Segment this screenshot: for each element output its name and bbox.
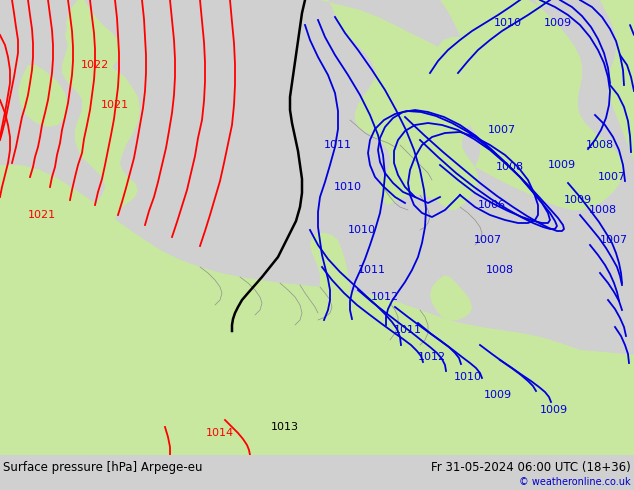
Text: 1008: 1008 — [586, 140, 614, 150]
Text: 1014: 1014 — [206, 428, 234, 438]
Polygon shape — [350, 335, 364, 351]
Text: 1011: 1011 — [394, 325, 422, 335]
Polygon shape — [500, 107, 558, 147]
Text: Surface pressure [hPa] Arpege-eu: Surface pressure [hPa] Arpege-eu — [3, 461, 203, 474]
Text: 1011: 1011 — [358, 265, 386, 275]
Text: 1010: 1010 — [494, 18, 522, 28]
Text: 1009: 1009 — [540, 405, 568, 415]
Text: 1009: 1009 — [548, 160, 576, 170]
Polygon shape — [65, 0, 120, 70]
Text: © weatheronline.co.uk: © weatheronline.co.uk — [519, 477, 631, 487]
Text: 1007: 1007 — [598, 172, 626, 182]
Text: 1010: 1010 — [454, 372, 482, 382]
Polygon shape — [320, 0, 478, 210]
Text: 1006: 1006 — [478, 200, 506, 210]
Polygon shape — [310, 233, 350, 343]
Text: 1009: 1009 — [484, 390, 512, 400]
Text: 1009: 1009 — [564, 195, 592, 205]
Polygon shape — [437, 37, 490, 80]
Text: 1008: 1008 — [486, 265, 514, 275]
Polygon shape — [18, 65, 68, 127]
Polygon shape — [355, 310, 368, 327]
Polygon shape — [440, 0, 622, 210]
Text: 1010: 1010 — [348, 225, 376, 235]
Text: Fr 31-05-2024 06:00 UTC (18+36): Fr 31-05-2024 06:00 UTC (18+36) — [431, 461, 631, 474]
Polygon shape — [600, 0, 634, 160]
Polygon shape — [0, 165, 634, 455]
Polygon shape — [495, 0, 515, 13]
Text: 1022: 1022 — [81, 60, 109, 70]
Polygon shape — [0, 165, 634, 455]
Text: 1013: 1013 — [271, 422, 299, 432]
Text: 1021: 1021 — [28, 210, 56, 220]
Text: 1011: 1011 — [324, 140, 352, 150]
Text: 1007: 1007 — [474, 235, 502, 245]
Text: 1021: 1021 — [101, 100, 129, 110]
Text: 1008: 1008 — [589, 205, 617, 215]
Text: 1008: 1008 — [496, 162, 524, 172]
Text: 1009: 1009 — [544, 18, 572, 28]
Polygon shape — [62, 0, 140, 240]
Text: 1007: 1007 — [600, 235, 628, 245]
Text: 1012: 1012 — [371, 292, 399, 302]
Text: 1010: 1010 — [334, 182, 362, 192]
Polygon shape — [535, 0, 548, 7]
Text: 1012: 1012 — [418, 352, 446, 362]
Polygon shape — [430, 275, 472, 320]
Text: 1007: 1007 — [488, 125, 516, 135]
